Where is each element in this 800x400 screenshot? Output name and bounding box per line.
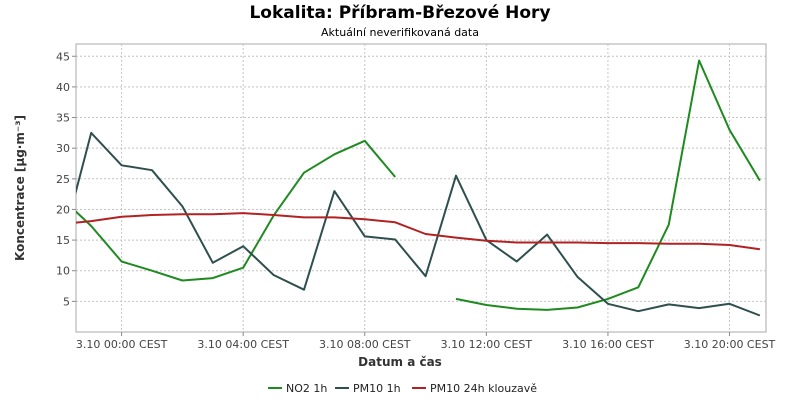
- series-lines: [76, 59, 761, 317]
- plot-area: [75, 43, 767, 333]
- y-tick-label: 25: [56, 173, 70, 186]
- legend-label: PM10 1h: [353, 382, 401, 395]
- x-tick-label: 3.10 00:00 CEST: [76, 338, 168, 351]
- legend-label: NO2 1h: [286, 382, 327, 395]
- x-axis-label: Datum a čas: [358, 355, 442, 369]
- x-tick-label: 3.10 08:00 CEST: [319, 338, 411, 351]
- chart-title: Lokalita: Příbram-Březové Hory: [249, 3, 550, 23]
- x-tick-label: 3.10 16:00 CEST: [562, 338, 654, 351]
- y-tick-label: 30: [56, 142, 70, 155]
- x-tick-label: 3.10 12:00 CEST: [441, 338, 533, 351]
- y-tick-label: 10: [56, 265, 70, 278]
- y-tick-label: 15: [56, 234, 70, 247]
- y-axis-label: Koncentrace [µg·m⁻³]: [13, 115, 27, 261]
- legend: NO2 1h PM10 1h PM10 24h klouzavě: [268, 382, 537, 395]
- y-tick-label: 20: [56, 203, 70, 216]
- y-tick-label: 45: [56, 50, 70, 63]
- x-tick-label: 3.10 04:00 CEST: [197, 338, 289, 351]
- x-axis-ticks: 3.10 00:00 CEST 3.10 04:00 CEST 3.10 08:00…: [76, 332, 776, 351]
- x-tick-label: 3.10 20:00 CEST: [684, 338, 776, 351]
- grid: [76, 44, 766, 332]
- y-axis-ticks: 5 10 15 20 25 30 35 40 45: [56, 50, 76, 308]
- series-line-2: [76, 131, 761, 317]
- chart-subtitle: Aktuální neverifikovaná data: [321, 26, 479, 39]
- legend-label: PM10 24h klouzavě: [430, 382, 537, 395]
- y-tick-label: 40: [56, 81, 70, 94]
- series-line-1: [76, 59, 761, 311]
- y-tick-label: 35: [56, 112, 70, 125]
- y-tick-label: 5: [63, 295, 70, 308]
- series-line-3: [76, 212, 761, 251]
